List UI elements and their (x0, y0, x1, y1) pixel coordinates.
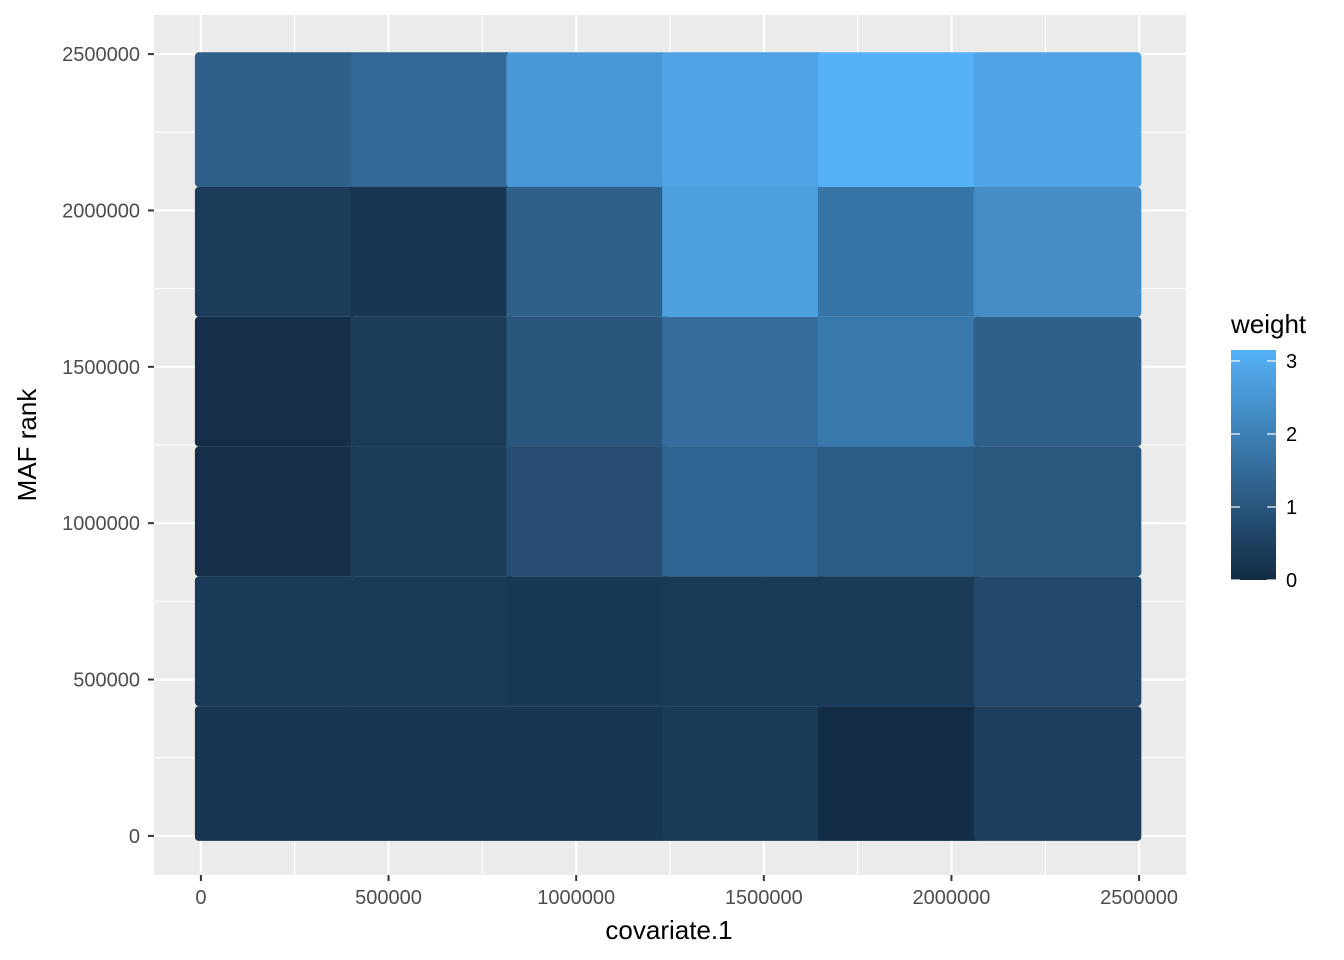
heatmap-cell (662, 317, 824, 447)
heatmap-cell (506, 706, 668, 841)
heatmap-cell (351, 317, 513, 447)
heatmap-cell (195, 576, 357, 706)
x-axis-tick-labels: 0 500000 1000000 1500000 2000000 2500000 (195, 887, 1178, 909)
heatmap-cell (818, 52, 980, 187)
heatmap-cell (818, 706, 980, 841)
heatmap-cell (662, 576, 824, 706)
legend-title: weight (1230, 309, 1307, 339)
x-tick-label: 2000000 (913, 887, 991, 909)
y-tick-label: 0 (129, 826, 140, 848)
heatmap-cell (506, 317, 668, 447)
heatmap-cell (662, 706, 824, 841)
x-tick-label: 1000000 (537, 887, 615, 909)
heatmap-cell (974, 706, 1142, 841)
heatmap-cell (974, 187, 1142, 317)
heatmap-cell (195, 706, 357, 841)
heatmap-cell (351, 187, 513, 317)
x-tick-label: 2500000 (1100, 887, 1178, 909)
legend-colorbar (1231, 350, 1276, 580)
x-tick-label: 1500000 (725, 887, 803, 909)
heatmap-tiles (195, 52, 1141, 841)
x-axis-title: covariate.1 (605, 915, 732, 945)
y-axis-tick-labels: 0 500000 1000000 1500000 2000000 2500000 (62, 44, 140, 848)
x-tick-label: 0 (195, 887, 206, 909)
heatmap-cell (974, 576, 1142, 706)
heatmap-cell (506, 576, 668, 706)
y-tick-label: 1500000 (62, 357, 140, 379)
heatmap-cell (195, 447, 357, 577)
heatmap-cell (818, 447, 980, 577)
x-tick-label: 500000 (355, 887, 422, 909)
heatmap-cell (974, 447, 1142, 577)
legend-tick-label: 0 (1286, 570, 1297, 592)
heatmap-cell (506, 52, 668, 187)
y-tick-label: 2000000 (62, 200, 140, 222)
legend: weight 0 1 2 3 (1230, 309, 1307, 592)
heatmap-cell (351, 576, 513, 706)
legend-tick-label: 1 (1286, 497, 1297, 519)
y-tick-label: 1000000 (62, 513, 140, 535)
heatmap-cell (351, 447, 513, 577)
heatmap-cell (351, 706, 513, 841)
heatmap-cell (195, 187, 357, 317)
heatmap-cell (974, 317, 1142, 447)
heatmap-cell (195, 52, 357, 187)
heatmap-cell (974, 52, 1142, 187)
heatmap-cell (662, 447, 824, 577)
legend-tick-label: 3 (1286, 351, 1297, 373)
heatmap-cell (351, 52, 513, 187)
heatmap-cell (818, 187, 980, 317)
y-axis-title: MAF rank (12, 388, 42, 502)
heatmap-cell (662, 52, 824, 187)
heatmap-cell (818, 317, 980, 447)
heatmap-cell (506, 447, 668, 577)
y-tick-label: 2500000 (62, 44, 140, 66)
y-tick-label: 500000 (73, 670, 140, 692)
heatmap-cell (818, 576, 980, 706)
heatmap-cell (662, 187, 824, 317)
heatmap-cell (506, 187, 668, 317)
heatmap-cell (195, 317, 357, 447)
legend-tick-label: 2 (1286, 424, 1297, 446)
